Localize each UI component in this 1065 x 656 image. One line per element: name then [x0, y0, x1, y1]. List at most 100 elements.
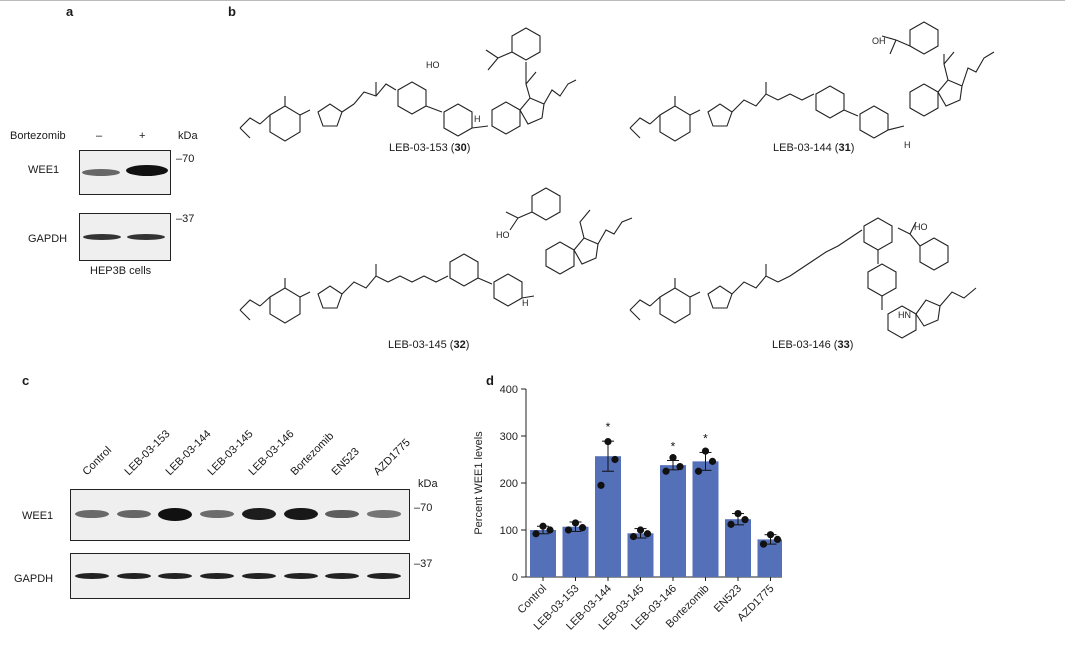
- cell-line-label: HEP3B cells: [90, 265, 152, 277]
- minus-sign: –: [96, 130, 103, 142]
- gapdh-band-lane-6: [325, 573, 360, 579]
- y-tick-label-1: 100: [500, 525, 518, 537]
- panel-d-letter: d: [486, 373, 494, 388]
- data-point-3-2: [636, 526, 645, 534]
- gapdh-band-lane-2: [158, 573, 193, 579]
- panel-b-letter: b: [228, 4, 236, 19]
- bar-4: [660, 465, 686, 577]
- plus-sign: +: [139, 130, 146, 142]
- data-point-2-1: [611, 455, 619, 464]
- data-point-5-0: [694, 467, 703, 475]
- western-blot-gapdh-c: [70, 553, 410, 599]
- data-point-3-1: [643, 530, 652, 538]
- protein-label-wee1: WEE1: [28, 164, 60, 176]
- gapdh-band-lane-0: [75, 573, 109, 579]
- bar-3: [627, 533, 654, 577]
- significance-star-2: *: [606, 420, 611, 434]
- wee1-band-lane-2: [158, 507, 193, 521]
- gapdh-band-lane-5: [283, 573, 318, 579]
- structure-leb-03-144: [629, 21, 995, 142]
- wee1-band-lane-5: [283, 507, 318, 521]
- data-point-4-2: [669, 454, 677, 462]
- treatment-label: Bortezomib: [10, 130, 66, 142]
- marker-70-c: –70: [414, 502, 433, 514]
- y-tick-label-4: 400: [500, 384, 518, 396]
- kda-label: kDa: [178, 130, 198, 142]
- protein-label-gapdh-c: GAPDH: [14, 573, 54, 585]
- atom-label-nh-3: H: [522, 298, 529, 308]
- y-axis-label: Percent WEE1 levels: [473, 431, 485, 535]
- lane-label-0: Control: [80, 444, 115, 478]
- y-tick-label-2: 200: [500, 478, 518, 490]
- compound-label-33: LEB-03-146 (33): [772, 339, 854, 351]
- data-point-7-0: [759, 540, 768, 548]
- bar-2: [595, 456, 621, 577]
- atom-label-oh-2: OH: [872, 36, 886, 46]
- data-point-6-2: [734, 509, 742, 518]
- atom-label-ho-4: HO: [914, 222, 928, 232]
- lane-label-7: AZD1775: [371, 436, 413, 478]
- data-point-0-0: [532, 530, 540, 538]
- protein-label-gapdh: GAPDH: [28, 233, 68, 245]
- marker-37: –37: [176, 213, 195, 225]
- data-point-5-1: [708, 457, 717, 465]
- y-tick-label-3: 300: [500, 431, 518, 443]
- data-point-3-0: [629, 532, 638, 541]
- structure-leb-03-153: [239, 27, 577, 142]
- panel-a-letter: a: [66, 4, 74, 19]
- data-point-1-0: [564, 526, 573, 534]
- data-point-2-0: [597, 481, 605, 489]
- data-point-4-1: [676, 462, 684, 471]
- wee1-band-lane-1: [116, 509, 151, 519]
- data-point-1-1: [578, 524, 587, 532]
- data-point-6-0: [727, 520, 735, 528]
- panel-c-letter: c: [22, 373, 30, 388]
- chemical-structures: HO H OH H HO H HO HN: [239, 21, 995, 339]
- figure-top-rule: [0, 0, 1065, 1]
- data-point-4-0: [662, 467, 670, 475]
- bar-6: [725, 519, 751, 577]
- wee1-band-lane-4: [241, 507, 276, 521]
- marker-37-c: –37: [414, 558, 433, 570]
- gapdh-band-lane-7: [366, 573, 401, 579]
- lane-label-6: EN523: [329, 445, 362, 478]
- gapdh-band-lane-1: [116, 573, 151, 579]
- western-blot-wee1-c: [70, 489, 410, 541]
- atom-label-nh-2: H: [904, 140, 911, 150]
- bar-0: [530, 530, 556, 577]
- data-point-7-1: [773, 535, 782, 543]
- data-point-0-1: [546, 526, 554, 534]
- wee1-band-lane-7: [366, 510, 401, 518]
- atom-label-ho-1: HO: [426, 60, 440, 70]
- structure-leb-03-145: [239, 187, 633, 324]
- data-point-1-2: [571, 519, 580, 527]
- data-point-2-2: [604, 438, 612, 446]
- significance-star-4: *: [671, 439, 676, 453]
- x-tick-label-6: EN523: [712, 583, 744, 615]
- compound-label-31: LEB-03-144 (31): [773, 142, 855, 154]
- data-point-5-2: [701, 447, 710, 455]
- significance-star-5: *: [703, 431, 708, 445]
- structure-leb-03-146: [629, 217, 977, 339]
- wee1-band-lane-3: [200, 510, 235, 518]
- compound-label-30: LEB-03-153 (30): [389, 142, 471, 154]
- y-tick-label-0: 0: [512, 572, 518, 584]
- gapdh-band-lane-3: [200, 573, 235, 579]
- bar-5: [692, 461, 719, 577]
- data-point-6-1: [741, 516, 749, 524]
- atom-label-ho-3: HO: [496, 230, 510, 240]
- western-blot-gapdh: [79, 213, 171, 261]
- atom-label-hn-4: HN: [898, 310, 911, 320]
- data-point-7-2: [766, 531, 775, 539]
- wee1-band-lane-6: [325, 509, 360, 519]
- bar-1: [562, 526, 589, 577]
- gapdh-band-lane-4: [241, 573, 276, 579]
- marker-70: –70: [176, 153, 195, 165]
- data-point-0-2: [539, 522, 547, 530]
- western-blot-wee1: [79, 150, 171, 195]
- protein-label-wee1-c: WEE1: [22, 510, 54, 522]
- atom-label-nh-1: H: [474, 114, 481, 124]
- compound-label-32: LEB-03-145 (32): [388, 339, 470, 351]
- wee1-band-lane-0: [75, 509, 109, 519]
